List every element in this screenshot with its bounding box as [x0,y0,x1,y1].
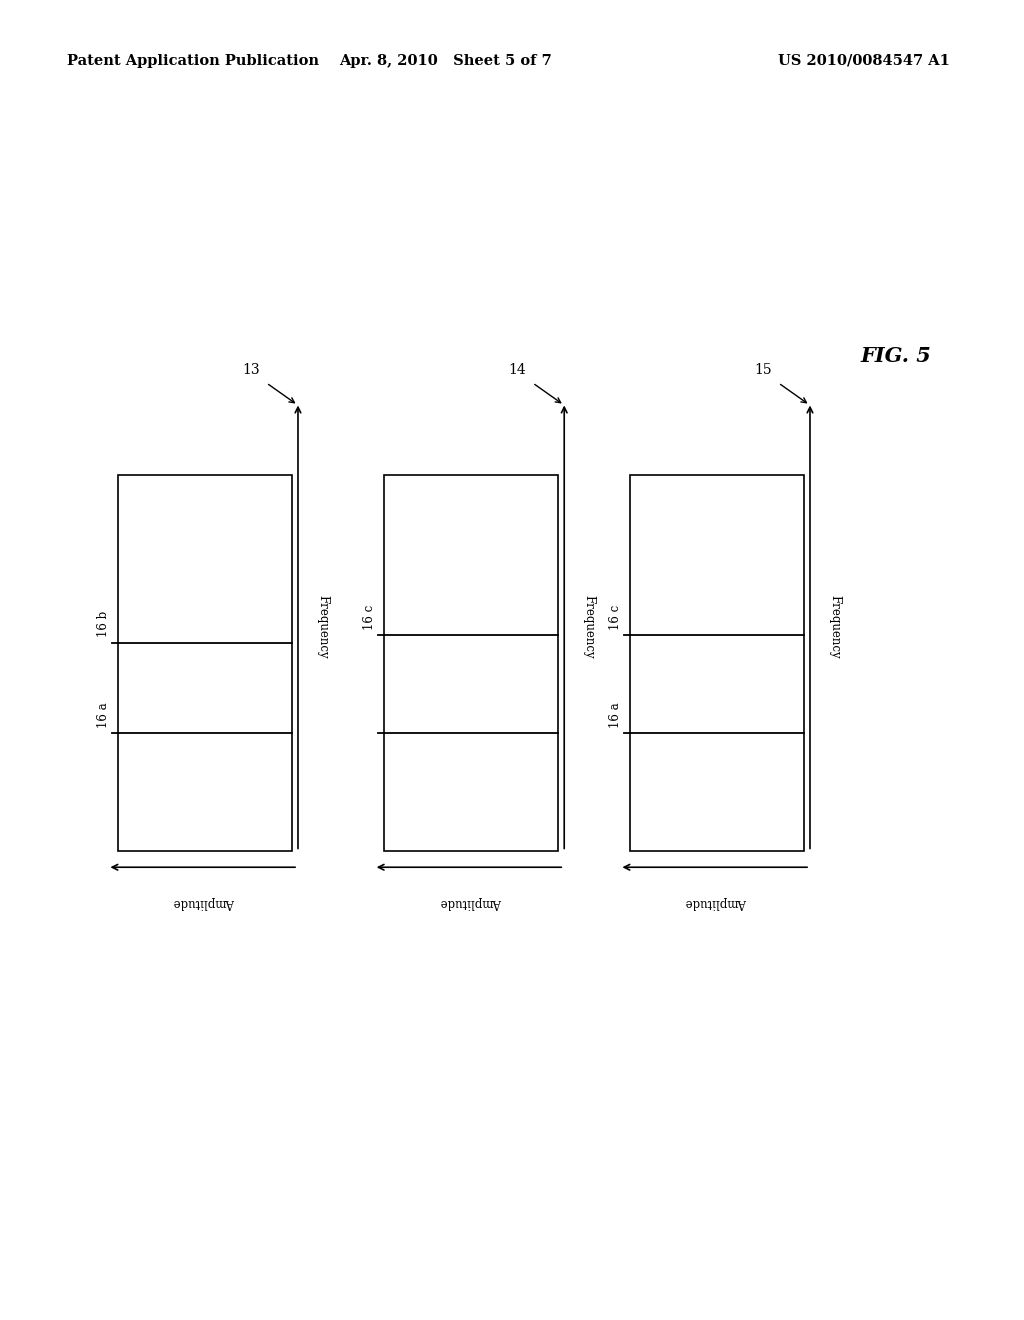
Text: Frequency: Frequency [316,595,330,659]
Bar [630,475,804,851]
Text: 16 b: 16 b [96,611,110,638]
Text: Frequency: Frequency [828,595,842,659]
Text: Amplitude: Amplitude [440,896,502,909]
Text: 13: 13 [242,363,260,376]
Text: 15: 15 [754,363,772,376]
Text: Patent Application Publication: Patent Application Publication [67,54,318,67]
Text: 14: 14 [508,363,526,376]
Text: FIG. 5: FIG. 5 [860,346,932,367]
Text: US 2010/0084547 A1: US 2010/0084547 A1 [778,54,950,67]
Text: Frequency: Frequency [583,595,596,659]
Text: 16 c: 16 c [362,605,376,630]
Bar [384,475,558,851]
Bar [118,475,292,851]
Text: Amplitude: Amplitude [174,896,236,909]
Text: 16 c: 16 c [608,605,622,630]
Text: 16 a: 16 a [96,702,110,727]
Text: 16 a: 16 a [608,702,622,727]
Text: Apr. 8, 2010   Sheet 5 of 7: Apr. 8, 2010 Sheet 5 of 7 [339,54,552,67]
Text: Amplitude: Amplitude [686,896,748,909]
